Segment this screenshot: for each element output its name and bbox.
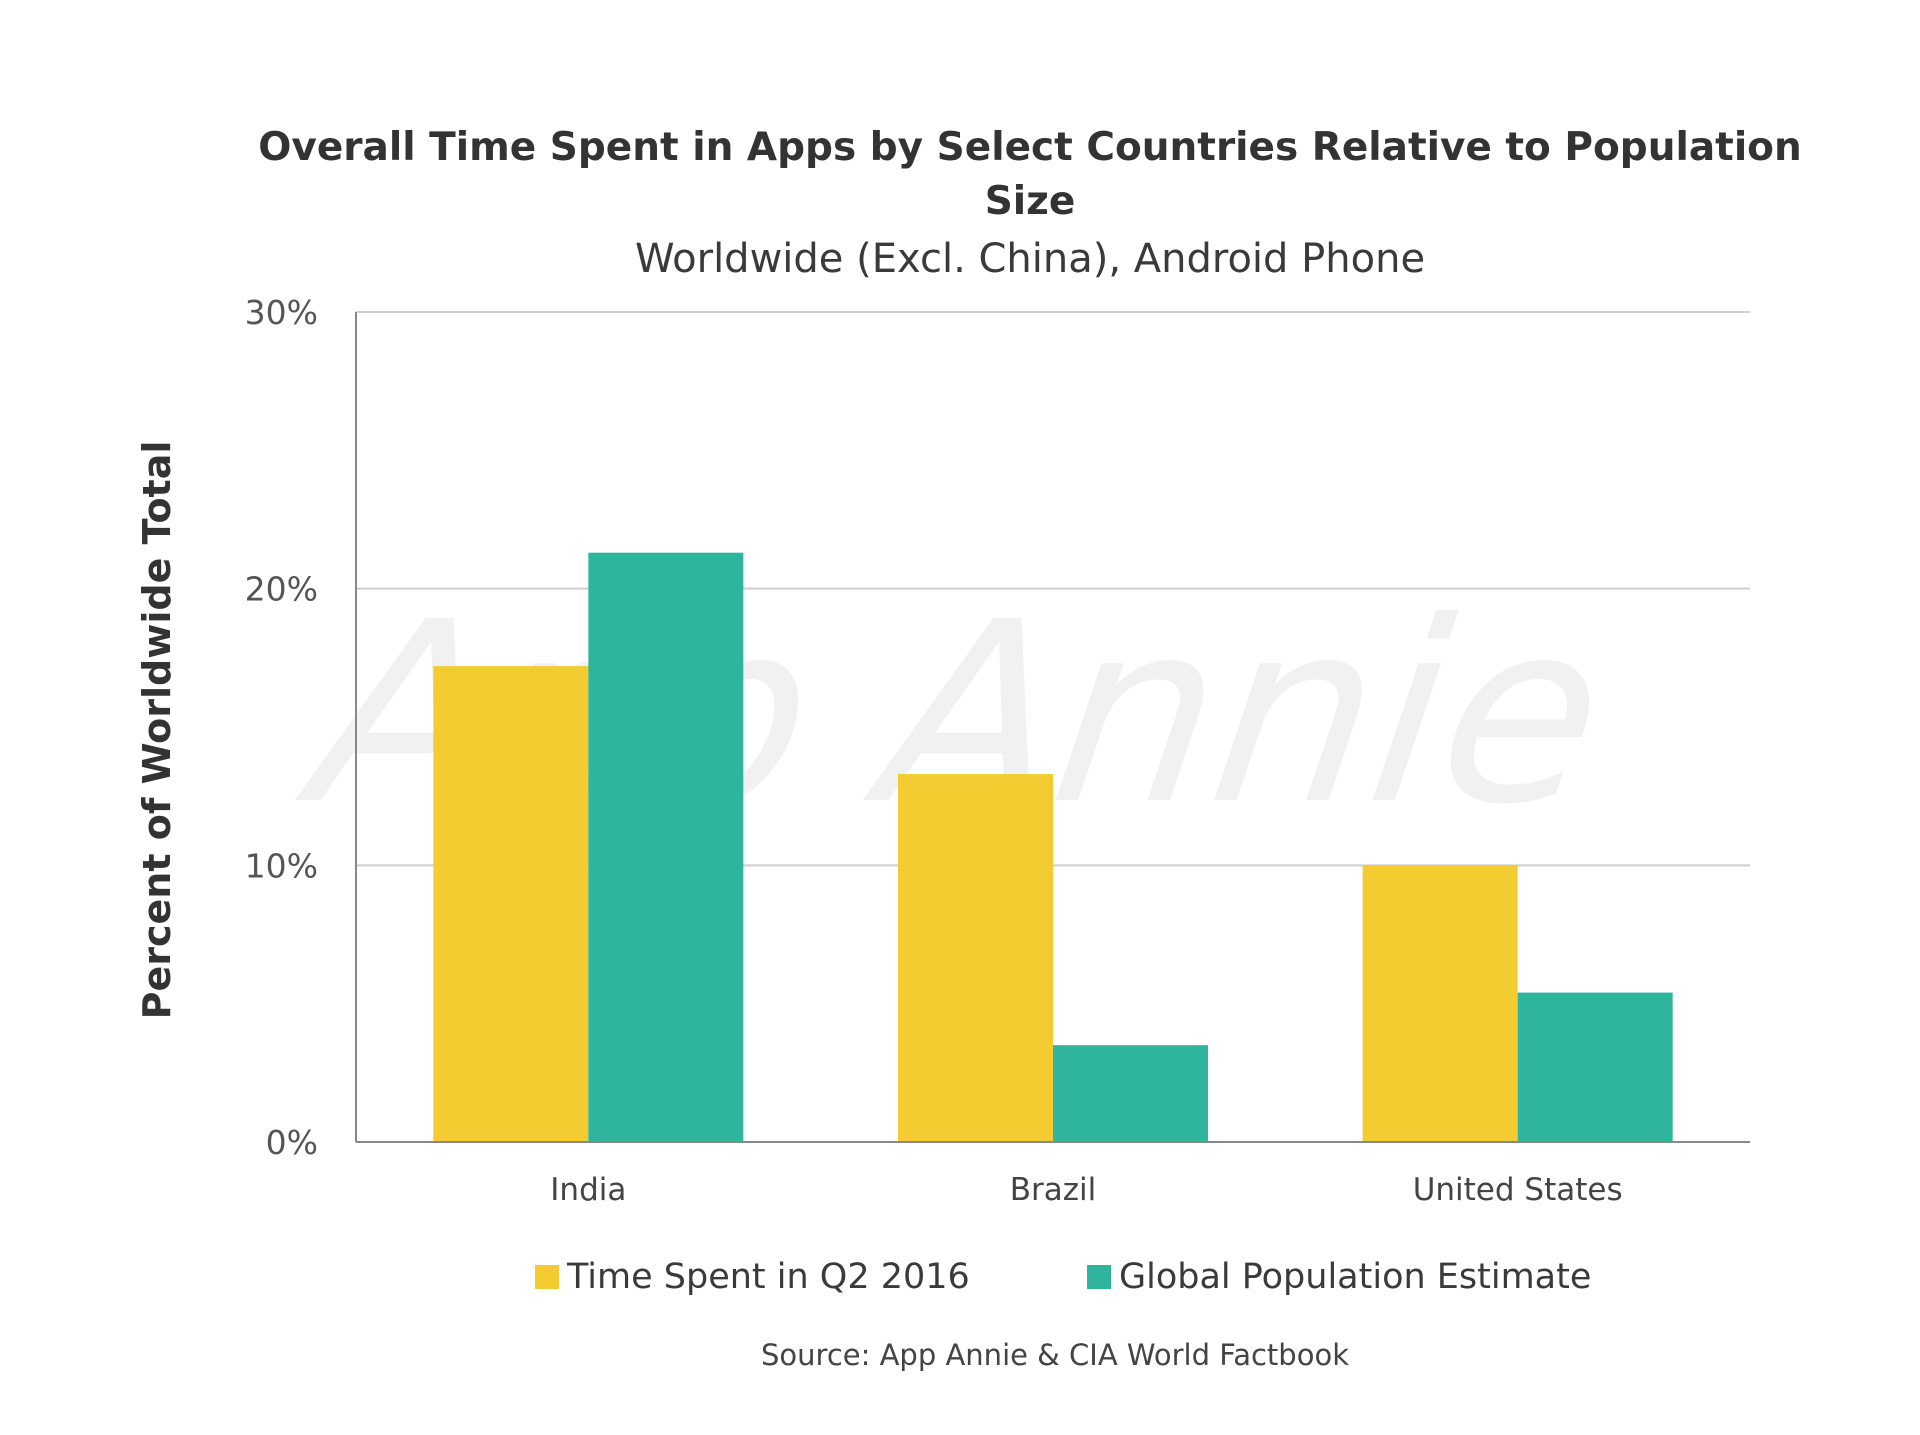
chart-title-line2: Size [985, 179, 1076, 224]
x-tick-label: Brazil [1010, 1172, 1097, 1208]
bar-brazil-series-2 [1053, 1045, 1208, 1142]
bars [433, 552, 1673, 1142]
y-tick-label: 0% [266, 1123, 318, 1162]
legend-label-population: Global Population Estimate [1119, 1257, 1591, 1297]
source-note: Source: App Annie & CIA World Factbook [761, 1338, 1349, 1372]
x-tick-label: India [550, 1172, 626, 1208]
legend: Time Spent in Q2 2016 Global Population … [535, 1257, 1591, 1297]
y-tick-label: 30% [245, 293, 318, 332]
x-tick-labels: India Brazil United States [550, 1172, 1622, 1208]
chart-subtitle: Worldwide (Excl. China), Android Phone [635, 236, 1425, 282]
bar-india-series-2 [588, 552, 744, 1142]
legend-label-time-spent: Time Spent in Q2 2016 [566, 1257, 970, 1297]
bar-india-series-1 [433, 666, 589, 1142]
y-axis-label: Percent of Worldwide Total [135, 441, 179, 1020]
bar-united-states-series-1 [1362, 865, 1518, 1142]
x-tick-label: United States [1413, 1172, 1623, 1208]
y-ticks: 0% 10% 20% 30% [245, 293, 318, 1162]
y-tick-label: 10% [245, 846, 318, 885]
legend-swatch-time-spent [535, 1265, 559, 1289]
y-tick-label: 20% [245, 570, 318, 609]
bar-united-states-series-2 [1517, 992, 1673, 1142]
legend-swatch-population [1087, 1265, 1111, 1289]
chart-title-line1: Overall Time Spent in Apps by Select Cou… [258, 125, 1802, 170]
bar-brazil-series-1 [898, 774, 1053, 1142]
